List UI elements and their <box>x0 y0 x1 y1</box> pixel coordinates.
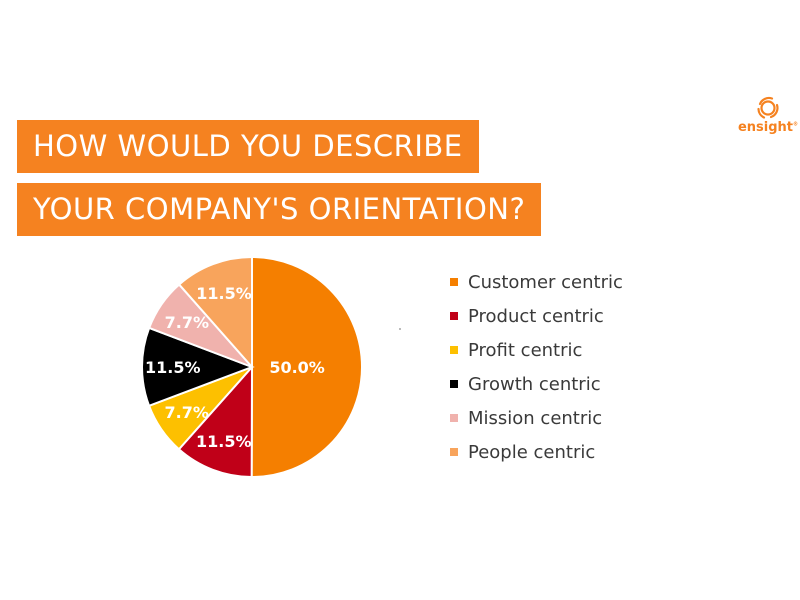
pie-slice-customer-centric <box>250 255 364 478</box>
legend-label: Profit centric <box>468 339 583 361</box>
pie-label-profit-centric: 7.7% <box>165 403 209 422</box>
legend-swatch <box>450 312 458 320</box>
legend-label: Growth centric <box>468 373 601 395</box>
legend-item-profit-centric: Profit centric <box>450 333 623 367</box>
legend-item-mission-centric: Mission centric <box>450 401 623 435</box>
logo-text: ensight <box>737 120 794 135</box>
pie-slice-product-centric <box>177 364 254 479</box>
ensight-logo: ensight® <box>736 96 800 140</box>
pie-label-product-centric: 11.5% <box>196 432 252 451</box>
stray-dot <box>399 328 401 330</box>
legend-swatch <box>450 448 458 456</box>
title-line-2: YOUR COMPANY'S ORIENTATION? <box>17 183 542 236</box>
ensight-logo-icon <box>757 96 779 119</box>
pie-slice-people-centric <box>177 255 253 370</box>
pie-label-people-centric: 11.5% <box>196 284 252 303</box>
pie-slice-growth-centric <box>141 326 255 408</box>
legend-item-product-centric: Product centric <box>450 299 623 333</box>
legend-item-growth-centric: Growth centric <box>450 367 623 401</box>
legend-item-customer-centric: Customer centric <box>450 265 623 299</box>
legend-swatch <box>450 346 458 354</box>
pie-chart: 50.0% 11.5% 7.7% 11.5% 7.7% 11.5% <box>141 255 364 479</box>
legend-item-people-centric: People centric <box>450 435 623 469</box>
title-line-1: HOW WOULD YOU DESCRIBE <box>17 120 479 173</box>
legend-swatch <box>450 278 458 286</box>
registered-mark: ® <box>793 121 799 128</box>
pie-label-mission-centric: 7.7% <box>165 313 209 332</box>
pie-label-growth-centric: 11.5% <box>145 358 201 377</box>
legend-label: Customer centric <box>468 271 623 293</box>
legend-label: Mission centric <box>468 407 603 429</box>
legend-swatch <box>450 380 458 388</box>
legend-label: Product centric <box>468 305 604 327</box>
legend-swatch <box>450 414 458 422</box>
legend: Customer centric Product centric Profit ce… <box>450 265 623 469</box>
pie-label-customer-centric: 50.0% <box>269 358 325 377</box>
legend-label: People centric <box>468 441 596 463</box>
